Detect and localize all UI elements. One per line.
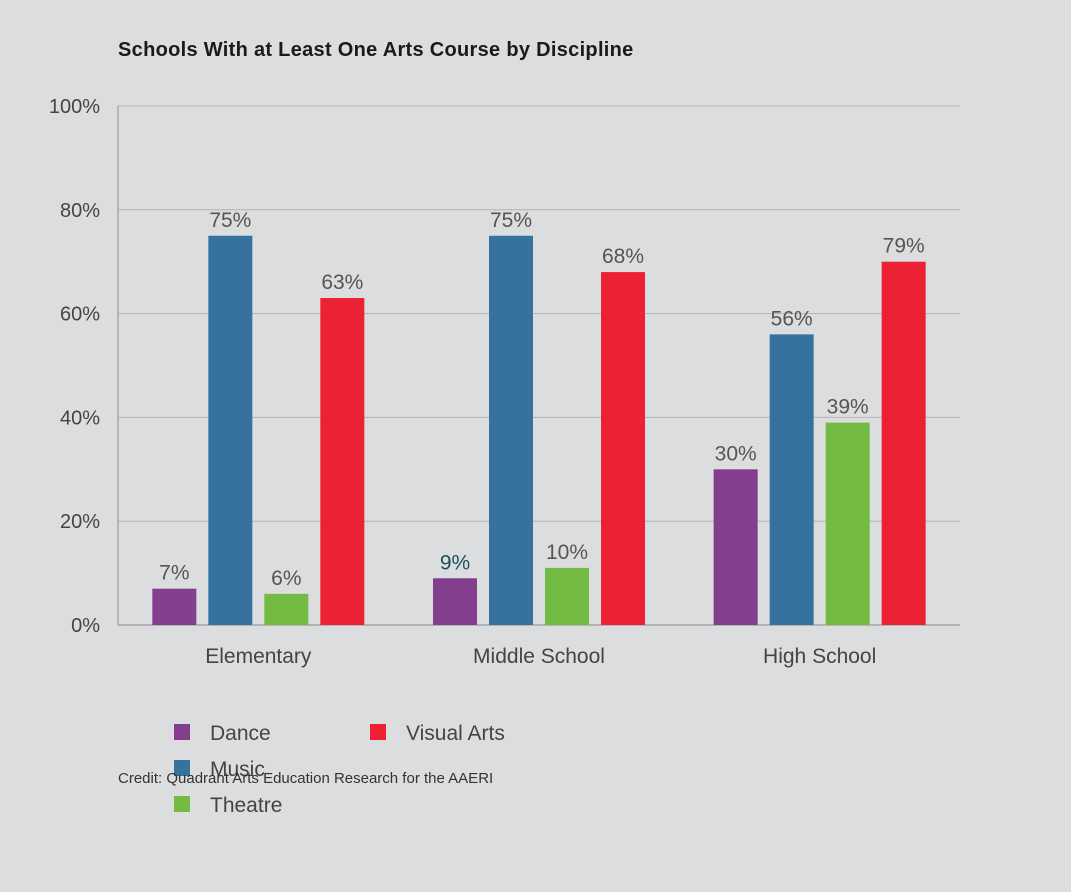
credit-text: Credit: Quadrant Arts Education Research… xyxy=(118,770,493,787)
y-tick-label: 0% xyxy=(71,615,100,637)
category-label: Elementary xyxy=(205,645,312,668)
data-label: 30% xyxy=(715,442,757,465)
bar-theatre xyxy=(264,593,309,625)
y-tick-label: 100% xyxy=(49,96,100,118)
data-label: 63% xyxy=(321,271,363,294)
legend-swatch xyxy=(174,724,190,740)
data-label: 75% xyxy=(209,209,251,232)
data-label: 39% xyxy=(827,396,869,419)
data-label: 68% xyxy=(602,245,644,268)
bar-dance xyxy=(152,588,197,625)
chart-title: Schools With at Least One Arts Course by… xyxy=(118,39,634,61)
legend-label: Music xyxy=(210,758,265,781)
category-label: High School xyxy=(763,645,876,668)
legend-label: Theatre xyxy=(210,794,282,817)
data-label: 9% xyxy=(440,551,470,574)
data-label: 79% xyxy=(883,235,925,258)
legend: Dance Music Theatre Visual Arts xyxy=(174,722,505,817)
bar-music xyxy=(208,235,253,625)
bars xyxy=(152,235,926,625)
bar-theatre xyxy=(825,422,870,625)
y-tick-label: 20% xyxy=(60,511,100,533)
bar-visual-arts xyxy=(881,261,926,625)
x-axis-categories: Elementary Middle School High School xyxy=(205,645,876,668)
bar-visual-arts xyxy=(601,272,645,625)
data-label: 56% xyxy=(771,307,813,330)
data-labels: 7% 75% 6% 63% 9% 75% 10% 68% 30% 56% 39% 79% xyxy=(159,209,925,590)
legend-swatch xyxy=(370,724,386,740)
category-label: Middle School xyxy=(473,645,605,668)
bar-music xyxy=(769,334,814,625)
y-tick-label: 40% xyxy=(60,407,100,429)
y-axis-ticks: 0% 20% 40% 60% 80% 100% xyxy=(49,96,100,637)
data-label: 10% xyxy=(546,541,588,564)
bar-theatre xyxy=(545,567,589,625)
data-label: 75% xyxy=(490,209,532,232)
bar-dance xyxy=(713,469,758,625)
legend-label: Visual Arts xyxy=(406,722,505,745)
bar-visual-arts xyxy=(320,298,365,625)
y-tick-label: 60% xyxy=(60,304,100,326)
legend-label: Dance xyxy=(210,722,271,745)
bar-dance xyxy=(433,578,477,625)
legend-swatch xyxy=(174,796,190,812)
data-label: 6% xyxy=(271,567,301,590)
data-label: 7% xyxy=(159,562,189,585)
bar-music xyxy=(489,235,533,625)
y-tick-label: 80% xyxy=(60,200,100,222)
gridlines xyxy=(117,105,960,626)
legend-swatch xyxy=(174,760,190,776)
